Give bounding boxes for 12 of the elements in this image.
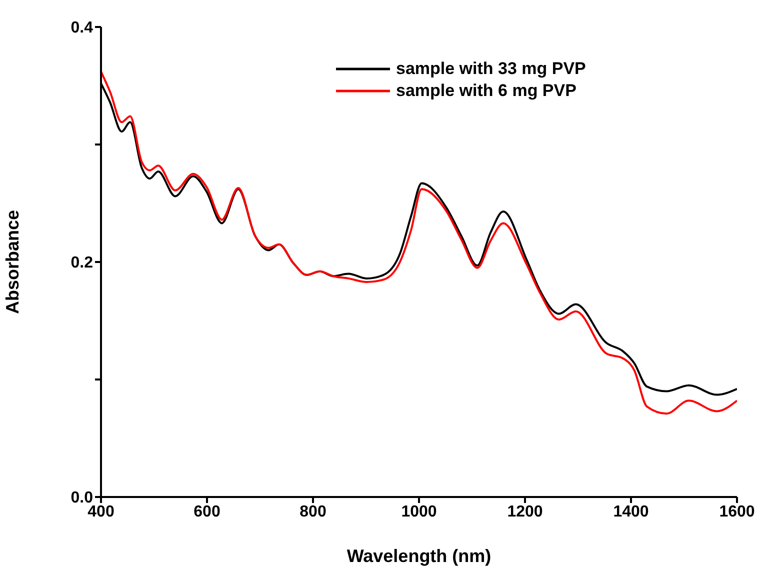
x-tick-label: 600 <box>194 503 220 520</box>
x-tick-label: 1000 <box>401 503 437 520</box>
y-tick-label: 0.2 <box>70 254 94 272</box>
legend-label: sample with 6 mg PVP <box>396 81 576 101</box>
x-tick-label: 800 <box>300 503 326 520</box>
y-tick-label: 0.4 <box>70 20 94 37</box>
x-tick-label: 1200 <box>507 503 543 520</box>
y-axis-title: Absorbance <box>2 210 22 314</box>
x-tick-label: 1600 <box>719 503 755 520</box>
x-axis-title: Wavelength (nm) <box>346 546 492 566</box>
legend-label: sample with 33 mg PVP <box>396 59 586 79</box>
x-tick-label: 1400 <box>613 503 649 520</box>
